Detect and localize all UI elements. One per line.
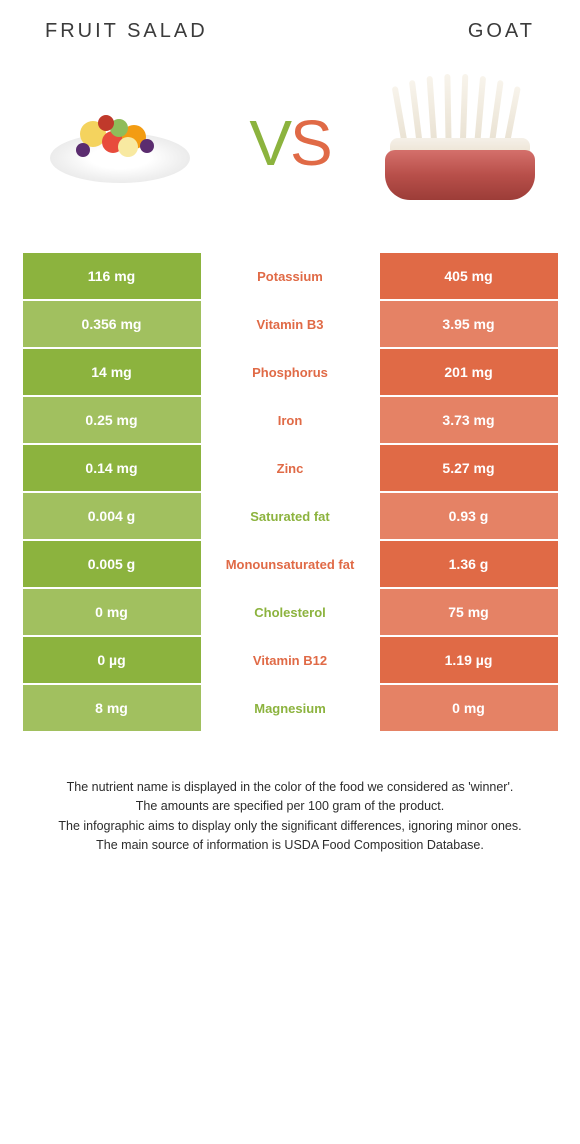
table-row: 0.25 mgIron3.73 mg <box>23 397 558 445</box>
table-row: 14 mgPhosphorus201 mg <box>23 349 558 397</box>
right-value: 201 mg <box>380 349 558 395</box>
table-row: 0.004 gSaturated fat0.93 g <box>23 493 558 541</box>
nutrient-label: Cholesterol <box>201 589 380 635</box>
right-value: 3.95 mg <box>380 301 558 347</box>
left-value: 0.14 mg <box>23 445 201 491</box>
right-value: 5.27 mg <box>380 445 558 491</box>
nutrient-label: Potassium <box>201 253 380 299</box>
table-row: 0.14 mgZinc5.27 mg <box>23 445 558 493</box>
nutrient-label: Magnesium <box>201 685 380 731</box>
table-row: 0 µgVitamin B121.19 µg <box>23 637 558 685</box>
comparison-table: 116 mgPotassium405 mg0.356 mgVitamin B33… <box>23 253 558 733</box>
goat-image <box>375 78 545 208</box>
footer-notes: The nutrient name is displayed in the co… <box>15 778 565 856</box>
table-row: 116 mgPotassium405 mg <box>23 253 558 301</box>
left-value: 0.25 mg <box>23 397 201 443</box>
note-line: The amounts are specified per 100 gram o… <box>25 797 555 816</box>
table-row: 8 mgMagnesium0 mg <box>23 685 558 733</box>
right-value: 3.73 mg <box>380 397 558 443</box>
note-line: The main source of information is USDA F… <box>25 836 555 855</box>
left-value: 0 µg <box>23 637 201 683</box>
left-value: 14 mg <box>23 349 201 395</box>
nutrient-label: Phosphorus <box>201 349 380 395</box>
nutrient-label: Vitamin B3 <box>201 301 380 347</box>
left-value: 0 mg <box>23 589 201 635</box>
right-food-title: Goat <box>468 20 535 43</box>
nutrient-label: Iron <box>201 397 380 443</box>
fruit-salad-image <box>35 78 205 208</box>
left-value: 0.356 mg <box>23 301 201 347</box>
note-line: The nutrient name is displayed in the co… <box>25 778 555 797</box>
vs-v-letter: V <box>249 107 290 179</box>
nutrient-label: Zinc <box>201 445 380 491</box>
vs-s-letter: S <box>290 107 331 179</box>
left-value: 116 mg <box>23 253 201 299</box>
left-value: 0.005 g <box>23 541 201 587</box>
right-value: 405 mg <box>380 253 558 299</box>
nutrient-label: Monounsaturated fat <box>201 541 380 587</box>
left-value: 0.004 g <box>23 493 201 539</box>
vs-label: VS <box>249 106 330 180</box>
table-row: 0.005 gMonounsaturated fat1.36 g <box>23 541 558 589</box>
right-value: 1.19 µg <box>380 637 558 683</box>
table-row: 0.356 mgVitamin B33.95 mg <box>23 301 558 349</box>
left-food-title: Fruit salad <box>45 20 208 43</box>
header-row: Fruit salad Goat <box>15 20 565 43</box>
note-line: The infographic aims to display only the… <box>25 817 555 836</box>
right-value: 1.36 g <box>380 541 558 587</box>
nutrient-label: Saturated fat <box>201 493 380 539</box>
right-value: 75 mg <box>380 589 558 635</box>
images-row: VS <box>15 78 565 208</box>
table-row: 0 mgCholesterol75 mg <box>23 589 558 637</box>
right-value: 0.93 g <box>380 493 558 539</box>
right-value: 0 mg <box>380 685 558 731</box>
left-value: 8 mg <box>23 685 201 731</box>
nutrient-label: Vitamin B12 <box>201 637 380 683</box>
